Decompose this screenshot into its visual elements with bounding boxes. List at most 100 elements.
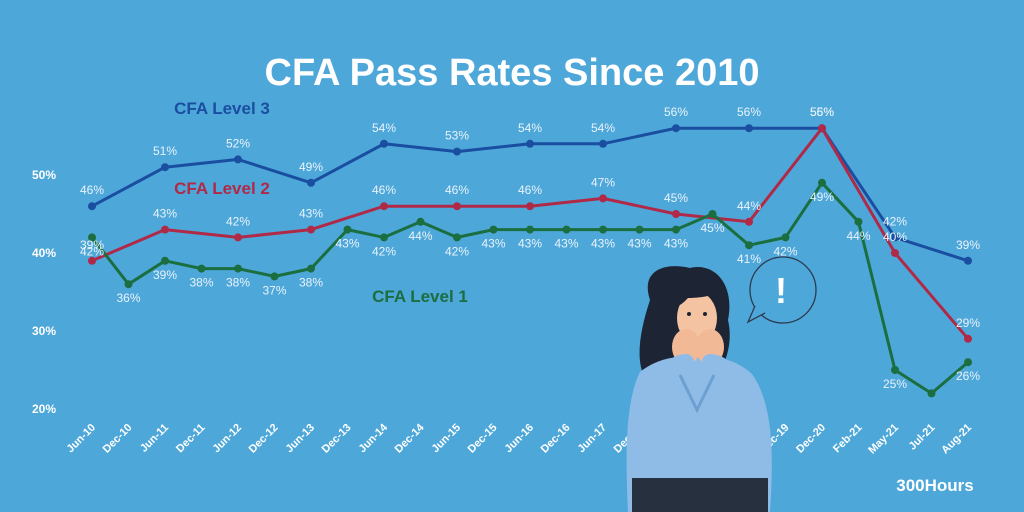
- series-name-label: CFA Level 2: [174, 179, 270, 198]
- data-label: 38%: [299, 276, 323, 290]
- data-label: 54%: [518, 121, 542, 135]
- data-label: 39%: [956, 238, 980, 252]
- data-point: [88, 256, 96, 265]
- data-label: 42%: [883, 214, 907, 228]
- x-tick-label: Jun-14: [357, 421, 391, 455]
- data-point: [416, 217, 425, 226]
- data-label: 43%: [518, 237, 542, 251]
- data-label: 38%: [189, 276, 213, 290]
- brand-logo-text: 300Hours: [896, 476, 973, 495]
- data-label: 56%: [737, 105, 761, 119]
- data-label: 44%: [846, 229, 870, 243]
- data-label: 54%: [372, 121, 396, 135]
- data-label: 51%: [153, 144, 177, 158]
- data-point: [964, 256, 972, 265]
- x-tick-label: Dec-20: [794, 422, 828, 456]
- data-point: [270, 272, 279, 281]
- y-axis: 50% 40% 30% 20%: [32, 168, 56, 416]
- eye-left: [687, 312, 691, 316]
- data-point: [672, 225, 680, 234]
- data-point: [453, 233, 461, 242]
- data-label: 41%: [737, 252, 761, 266]
- data-point: [234, 264, 242, 273]
- data-point: [927, 389, 936, 398]
- x-tick-label: Dec-11: [174, 422, 208, 456]
- data-label: 52%: [226, 136, 250, 150]
- data-label: 29%: [956, 316, 980, 330]
- data-label: 25%: [883, 377, 907, 391]
- data-label: 43%: [335, 237, 359, 251]
- x-tick-label: Jul-21: [907, 422, 938, 453]
- data-point: [745, 124, 753, 133]
- data-label: 42%: [226, 214, 250, 228]
- data-point: [380, 202, 388, 211]
- data-point: [745, 217, 753, 226]
- data-label: 42%: [80, 244, 104, 258]
- data-point: [635, 225, 644, 234]
- arm-left: [647, 354, 694, 403]
- data-label: 56%: [810, 105, 834, 119]
- data-point: [161, 256, 169, 265]
- x-tick-label: Jun-10: [65, 422, 99, 456]
- chart-title: CFA Pass Rates Since 2010: [265, 52, 760, 94]
- data-label: 46%: [80, 183, 104, 197]
- x-tick-label: Feb-21: [831, 422, 865, 456]
- x-tick-label: Jun-17: [576, 422, 610, 456]
- x-axis: Jun-10 Dec-10 Jun-11 Dec-11 Jun-12 Dec-12 Jun-…: [65, 421, 975, 456]
- data-label: 46%: [518, 183, 542, 197]
- data-point: [234, 233, 242, 242]
- pants-shape: [632, 478, 768, 512]
- data-label: 55%: [810, 105, 834, 119]
- data-label: 43%: [481, 237, 505, 251]
- data-label: 44%: [737, 199, 761, 213]
- x-tick-label: Dec-13: [320, 422, 354, 456]
- x-tick-label: Jun-11: [138, 422, 171, 455]
- data-point: [745, 241, 753, 250]
- data-point: [161, 163, 169, 172]
- exclamation-icon: !: [775, 270, 787, 311]
- data-label: 46%: [445, 183, 469, 197]
- data-point: [234, 155, 242, 164]
- series-name-label: CFA Level 3: [174, 99, 270, 118]
- data-label: 26%: [956, 369, 980, 383]
- data-label: 37%: [262, 283, 286, 297]
- y-tick-label: 40%: [32, 246, 56, 260]
- data-label: 54%: [591, 121, 615, 135]
- data-point: [781, 233, 790, 242]
- data-point: [307, 264, 315, 273]
- data-point: [708, 210, 717, 218]
- data-point: [197, 264, 206, 273]
- data-point: [672, 124, 680, 133]
- data-point: [526, 139, 534, 148]
- data-point: [891, 249, 899, 257]
- data-point: [343, 225, 352, 234]
- data-label: 38%: [226, 276, 250, 290]
- data-label: 47%: [591, 175, 615, 189]
- data-label: 39%: [80, 238, 104, 252]
- data-point: [88, 233, 96, 242]
- data-point: [891, 366, 899, 374]
- data-label: 42%: [372, 244, 396, 258]
- data-label: 42%: [773, 244, 797, 258]
- data-label: 45%: [664, 191, 688, 205]
- data-label: 46%: [372, 183, 396, 197]
- data-point: [453, 147, 461, 156]
- data-point: [307, 225, 315, 234]
- collar-shape: [678, 374, 716, 414]
- data-point: [818, 124, 826, 133]
- y-tick-label: 20%: [32, 402, 56, 416]
- speech-bubble: [749, 256, 817, 324]
- data-point: [964, 334, 972, 343]
- data-point: [526, 202, 534, 211]
- data-label: 43%: [591, 237, 615, 251]
- x-tick-label: Jun-12: [211, 422, 245, 456]
- data-point: [672, 210, 680, 218]
- data-point: [489, 225, 498, 234]
- series-name-label: CFA Level 1: [372, 287, 468, 306]
- data-point: [562, 225, 571, 234]
- data-label: 43%: [627, 237, 651, 251]
- x-tick-label: Jun-16: [503, 422, 537, 456]
- data-label: 36%: [116, 291, 140, 305]
- data-point: [124, 280, 133, 289]
